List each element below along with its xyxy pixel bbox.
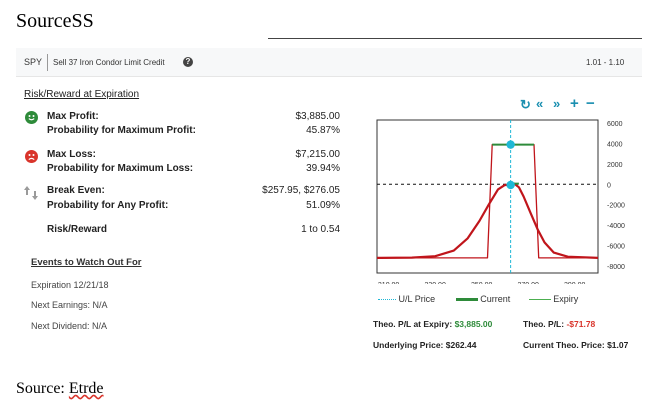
theo-pl: Theo. P/L: -$71.78 — [523, 319, 595, 329]
break-even-value: $257.95, $276.05 — [262, 185, 340, 196]
events-title: Events to Watch Out For — [31, 257, 142, 268]
source-caption-name: Etrde — [68, 380, 104, 397]
next-earnings: Next Earnings: N/A — [31, 300, 108, 310]
y-tick-label: -2000 — [607, 203, 625, 210]
symbol-separator — [47, 54, 48, 71]
break-even-label: Break Even: — [47, 185, 105, 196]
current-theo-price-value: $1.07 — [607, 340, 629, 350]
risk-reward-title: Risk/Reward at Expiration — [24, 89, 140, 100]
max-loss-value: $7,215.00 — [295, 149, 341, 160]
back-icon[interactable]: « — [536, 96, 544, 111]
current-theo-price: Current Theo. Price: $1.07 — [523, 340, 628, 350]
y-tick-label: 6000 — [607, 121, 623, 128]
max-profit-value: $3,885.00 — [295, 111, 341, 122]
order-header-bar — [16, 48, 642, 77]
underlying-price-label: Underlying Price: — [373, 340, 446, 350]
theo-pl-expiry: Theo. P/L at Expiry: $3,885.00 — [373, 319, 492, 329]
prob-max-loss-label: Probability for Maximum Loss: — [47, 163, 194, 174]
x-tick-label: 210.00 — [378, 282, 400, 284]
risk-reward-label: Risk/Reward — [47, 224, 108, 235]
expiry-legend-swatch — [528, 299, 551, 301]
max-profit-label: Max Profit: — [47, 111, 99, 122]
price-marker — [506, 140, 515, 149]
y-tick-label: 0 — [607, 182, 611, 189]
y-tick-label: 4000 — [607, 141, 623, 148]
expiry-legend-label: Expiry — [553, 294, 579, 304]
source-caption-bottom: Source: Etrde — [16, 380, 104, 398]
x-tick-label: 250.00 — [471, 282, 493, 284]
x-tick-label: 290.00 — [564, 282, 586, 284]
price-range: 1.01 - 1.10 — [586, 58, 625, 67]
theo-pl-value: -$71.78 — [566, 319, 596, 329]
theo-pl-expiry-value: $3,885.00 — [454, 319, 493, 329]
chart-legend: U/L Price Current Expiry — [378, 294, 578, 304]
prob-max-profit-label: Probability for Maximum Profit: — [47, 125, 196, 136]
current-legend-swatch — [455, 298, 478, 302]
break-even-arrows-icon — [24, 185, 38, 206]
top-divider — [268, 38, 642, 39]
theo-pl-label: Theo. P/L: — [523, 319, 567, 329]
underlying-price: Underlying Price: $262.44 — [373, 340, 476, 350]
sad-face-icon — [25, 150, 38, 163]
refresh-icon[interactable]: ↻ — [520, 97, 531, 112]
ul-price-legend-label: U/L Price — [398, 294, 436, 304]
zoom-in-icon[interactable]: + — [570, 95, 579, 112]
prob-max-profit-value: 45.87% — [306, 125, 340, 136]
y-tick-label: -8000 — [607, 264, 625, 271]
symbol-label: SPY — [24, 57, 43, 67]
current-legend-label: Current — [480, 294, 511, 304]
price-marker — [506, 180, 515, 190]
zoom-out-icon[interactable]: − — [586, 95, 595, 112]
source-caption-top: SourceSS — [16, 10, 94, 32]
x-tick-label: 270.00 — [517, 282, 539, 284]
max-loss-label: Max Loss: — [47, 149, 96, 160]
happy-face-icon — [25, 111, 38, 124]
current-theo-price-label: Current Theo. Price: — [523, 340, 608, 350]
prob-any-profit-value: 51.09% — [306, 200, 340, 211]
underlying-price-value: $262.44 — [445, 340, 477, 350]
forward-icon[interactable]: » — [553, 96, 561, 111]
ul-price-legend-swatch — [378, 299, 396, 301]
expiration-date: Expiration 12/21/18 — [31, 280, 109, 290]
prob-max-loss-value: 39.94% — [306, 163, 340, 174]
payoff-chart[interactable]: 6000 4000 2000 0 -2000 -4000 -6000 -8000 210.00 2… — [372, 112, 638, 284]
next-dividend: Next Dividend: N/A — [31, 321, 108, 331]
theo-pl-expiry-label: Theo. P/L at Expiry: — [373, 319, 455, 329]
y-tick-label: -4000 — [607, 223, 625, 230]
info-icon[interactable]: ? — [183, 57, 193, 67]
risk-reward-value: 1 to 0.54 — [301, 224, 340, 235]
order-description: Sell 37 Iron Condor Limit Credit — [53, 58, 165, 67]
prob-any-profit-label: Probability for Any Profit: — [47, 200, 169, 211]
y-tick-label: -6000 — [607, 243, 625, 250]
y-tick-label: 2000 — [607, 162, 623, 169]
x-tick-label: 230.00 — [424, 282, 446, 284]
source-caption-prefix: Source: — [16, 380, 69, 397]
